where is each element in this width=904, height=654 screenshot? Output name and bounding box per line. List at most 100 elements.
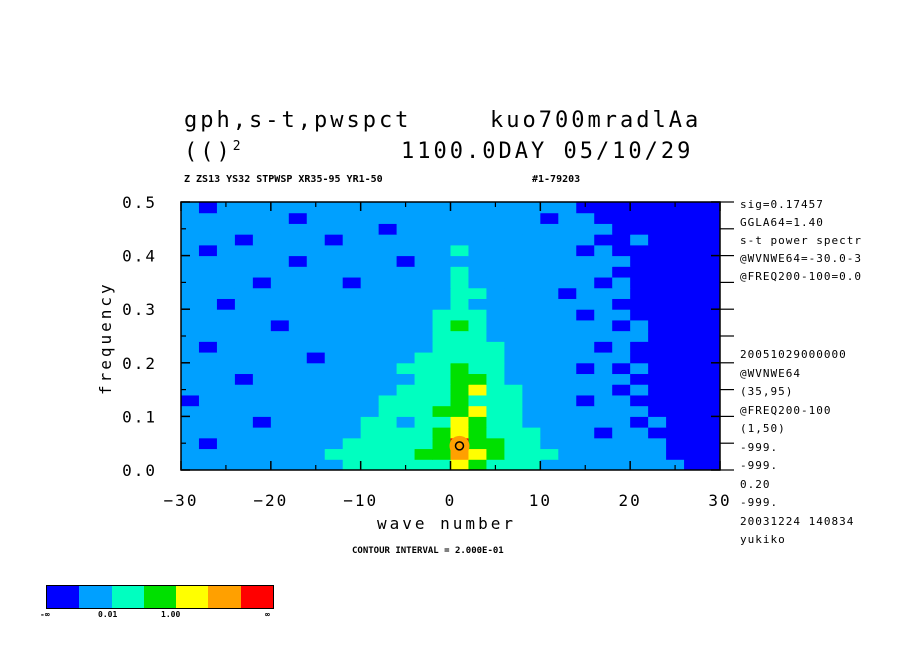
heatmap-cell (234, 202, 254, 214)
heatmap-cell (324, 234, 344, 246)
heatmap-cell (702, 448, 721, 460)
heatmap-cell (216, 362, 236, 375)
heatmap-cell (468, 309, 487, 321)
colorbar-swatch (176, 586, 209, 608)
heatmap-cell (198, 234, 218, 246)
heatmap-cell (522, 416, 541, 428)
heatmap-cell (594, 330, 613, 342)
heatmap-cell (198, 244, 218, 257)
heatmap-cell (198, 384, 218, 396)
heatmap-cell (468, 223, 487, 235)
heatmap-cell (234, 373, 254, 385)
heatmap-cell (486, 448, 505, 460)
heatmap-cell (234, 427, 254, 439)
heatmap-cell (666, 319, 685, 332)
contour-interval-label: CONTOUR INTERVAL = 2.000E-01 (352, 546, 504, 556)
heatmap-cell (252, 277, 272, 289)
heatmap-cell (234, 287, 254, 299)
heatmap-cell (414, 384, 434, 396)
heatmap-cell (198, 202, 218, 214)
heatmap-cell (540, 244, 559, 257)
peak-area (449, 435, 470, 456)
heatmap-cell (342, 394, 362, 407)
heatmap-cell (666, 373, 685, 385)
heatmap-cell (504, 362, 523, 375)
heatmap-cell (252, 266, 272, 278)
peak-marker (454, 441, 465, 451)
heatmap-cell (648, 266, 667, 278)
heatmap-cell (396, 341, 416, 353)
heatmap-cell (486, 437, 505, 450)
heatmap-cell (486, 384, 505, 396)
heatmap-cell (270, 287, 290, 299)
heatmap-cell (360, 373, 380, 385)
heatmap-cell (216, 416, 236, 428)
heatmap-cell (612, 330, 631, 342)
heatmap-cell (648, 448, 667, 460)
heatmap-cell (288, 255, 308, 267)
heatmap-cell (360, 319, 380, 332)
heatmap-cell (270, 394, 290, 407)
side-info-line: 20051029000000 (740, 348, 847, 361)
heatmap-cell (558, 330, 577, 342)
heatmap-cell (702, 341, 721, 353)
chart-title-right: kuo700mradlAa (490, 108, 702, 133)
heatmap-cell (252, 437, 272, 450)
heatmap-cell (198, 362, 218, 375)
heatmap-cell (576, 309, 595, 321)
heatmap-cell (396, 405, 416, 417)
heatmap-cell (181, 416, 200, 428)
heatmap-cell (576, 416, 595, 428)
heatmap-cell (576, 255, 595, 267)
x-tick-label: 20 (619, 491, 642, 510)
heatmap-cell (468, 287, 487, 299)
heatmap-cell (468, 448, 487, 460)
heatmap-cell (522, 298, 541, 310)
heatmap-cell (414, 309, 434, 321)
side-info-line: @FREQ200-100=0.0 (740, 270, 862, 283)
heatmap-cell (396, 202, 416, 214)
heatmap-cell (252, 448, 272, 460)
heatmap-cell (540, 277, 559, 289)
heatmap-cell (252, 352, 272, 364)
heatmap-cell (540, 362, 559, 375)
heatmap-cell (522, 394, 541, 407)
heatmap-cell (306, 352, 326, 364)
heatmap-cell (594, 427, 613, 439)
heatmap-cell (378, 287, 398, 299)
heatmap-cell (360, 448, 380, 460)
heatmap-cell (540, 298, 559, 310)
heatmap-cell (558, 287, 577, 299)
heatmap-cell (432, 330, 451, 342)
heatmap-cell (594, 319, 613, 332)
heatmap-cell (252, 341, 272, 353)
heatmap-cell (414, 373, 434, 385)
heatmap-cell (198, 352, 218, 364)
heatmap-cell (612, 319, 631, 332)
heatmap-cell (288, 437, 308, 450)
heatmap-cell (396, 416, 416, 428)
heatmap-cell (612, 459, 631, 471)
heatmap-cell (450, 244, 469, 257)
heatmap-cell (216, 394, 236, 407)
heatmap-cell (630, 330, 649, 342)
heatmap-cell (612, 437, 631, 450)
heatmap-cell (486, 255, 505, 267)
heatmap-cell (360, 277, 380, 289)
heatmap-cell (486, 287, 505, 299)
heatmap-cell (522, 319, 541, 332)
heatmap-cell (666, 244, 685, 257)
heatmap-cell (216, 437, 236, 450)
chart-title-line2-left: (()2 (184, 139, 244, 164)
heatmap-cell (378, 362, 398, 375)
heatmap-cell (630, 266, 649, 278)
heatmap-cell (216, 223, 236, 235)
heatmap-cell (181, 319, 200, 332)
heatmap-cell (342, 405, 362, 417)
heatmap-cell (181, 255, 200, 267)
heatmap-cell (396, 277, 416, 289)
heatmap-cell (522, 427, 541, 439)
heatmap-cell (666, 405, 685, 417)
heatmap-cell (450, 362, 469, 375)
heatmap-cell (468, 255, 487, 267)
